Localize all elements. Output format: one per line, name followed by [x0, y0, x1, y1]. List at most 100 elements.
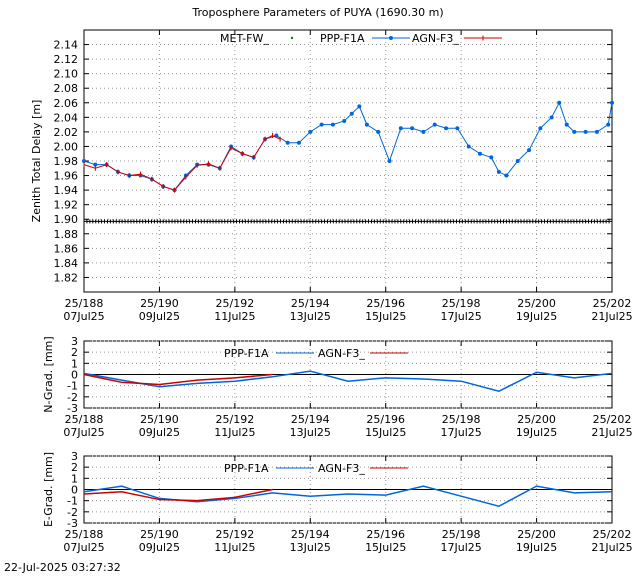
- egrad-xtick-label: 25/202: [593, 528, 632, 541]
- egrad-xtick-label: 25/188: [65, 528, 104, 541]
- ztd-ytick-label: 2.08: [54, 82, 79, 95]
- ztd-ytick-label: 2.00: [54, 140, 79, 153]
- ztd-legend-met-label: MET-FW_: [220, 32, 269, 45]
- ztd-xtick-date: 09Jul25: [139, 310, 180, 323]
- ztd-ppp-point: [489, 155, 494, 160]
- ztd-ytick-label: 2.02: [54, 126, 79, 139]
- ztd-ppp-point: [478, 151, 482, 156]
- ngrad-xtick-date: 07Jul25: [63, 426, 104, 439]
- ztd-xtick-label: 25/190: [140, 297, 179, 310]
- ztd-ppp-point: [572, 129, 577, 134]
- ztd-xtick-label: 25/198: [442, 297, 481, 310]
- ztd-ytick-label: 2.14: [54, 39, 79, 52]
- ztd-xtick-date: 19Jul25: [516, 310, 557, 323]
- ztd-ppp-point: [342, 118, 347, 123]
- egrad-xtick-date: 11Jul25: [214, 541, 255, 554]
- ngrad-xtick-label: 25/188: [65, 413, 104, 426]
- ztd-xtick-date: 13Jul25: [290, 310, 331, 323]
- egrad-xtick-label: 25/198: [442, 528, 481, 541]
- ztd-ppp-point: [527, 148, 532, 153]
- ngrad-xtick-label: 25/200: [517, 413, 556, 426]
- ztd-ppp-point: [455, 126, 460, 131]
- ztd-xtick-label: 25/200: [517, 297, 556, 310]
- ztd-ytick-label: 2.10: [54, 68, 79, 81]
- ztd-ytick-label: 2.04: [54, 111, 79, 124]
- egrad-xtick-label: 25/190: [140, 528, 179, 541]
- ztd-ytick-label: 1.94: [54, 184, 79, 197]
- egrad-legend-ppp-label: PPP-F1A: [224, 462, 269, 475]
- egrad-xtick-label: 25/192: [216, 528, 255, 541]
- ztd-ppp-point: [285, 140, 290, 145]
- ztd-xtick-date: 07Jul25: [63, 310, 104, 323]
- ngrad-ytick-label: 0: [71, 369, 78, 382]
- ztd-legend-ppp-marker: [389, 36, 393, 40]
- ngrad-xtick-date: 19Jul25: [516, 426, 557, 439]
- ztd-ppp-point: [410, 126, 415, 131]
- ngrad-ytick-label: -1: [67, 380, 78, 393]
- ztd-ppp-point: [538, 126, 543, 131]
- egrad-ytick-label: 3: [71, 450, 78, 463]
- egrad-xtick-date: 15Jul25: [365, 541, 406, 554]
- ztd-series-agnf3: [83, 134, 281, 191]
- ztd-ppp-point: [549, 115, 554, 120]
- egrad-ytick-label: 0: [71, 484, 78, 497]
- ztd-ppp-point: [387, 159, 392, 163]
- ztd-ppp-point: [583, 129, 588, 134]
- ngrad-xtick-label: 25/202: [593, 413, 632, 426]
- ztd-ppp-point: [466, 144, 471, 149]
- ngrad-series-agnf3: [83, 373, 273, 386]
- ztd-legend-ppp-label: PPP-F1A: [320, 32, 365, 45]
- ztd-xtick-label: 25/192: [216, 297, 255, 310]
- ztd-xtick-label: 25/196: [366, 297, 405, 310]
- ngrad-xtick-label: 25/198: [442, 413, 481, 426]
- ztd-ytick-label: 2.12: [54, 53, 79, 66]
- ngrad-ytick-label: -2: [67, 391, 78, 404]
- ztd-ppp-point: [357, 104, 362, 109]
- ztd-xtick-date: 11Jul25: [214, 310, 255, 323]
- ztd-xtick-date: 15Jul25: [365, 310, 406, 323]
- ztd-xtick-label: 25/202: [593, 297, 632, 310]
- egrad-xtick-label: 25/196: [366, 528, 405, 541]
- ztd-ytick-label: 1.88: [54, 228, 79, 241]
- ngrad-ytick-label: 2: [71, 346, 78, 359]
- ztd-ytick-label: 1.84: [54, 257, 79, 270]
- egrad-xtick-date: 09Jul25: [139, 541, 180, 554]
- ztd-ppp-point: [594, 129, 599, 134]
- ztd-ppp-point: [444, 126, 449, 131]
- ztd-ppp-point: [364, 122, 369, 127]
- egrad-ytick-label: 2: [71, 461, 78, 474]
- ztd-ppp-point: [606, 122, 611, 127]
- ngrad-ylabel: N-Grad. [mm]: [42, 336, 55, 412]
- egrad-ytick-label: -1: [67, 495, 78, 508]
- ngrad-xtick-date: 17Jul25: [441, 426, 482, 439]
- ztd-ppp-point: [82, 159, 86, 163]
- ztd-ppp-point: [319, 122, 324, 127]
- egrad-xtick-date: 21Jul25: [591, 541, 632, 554]
- ztd-ytick-label: 1.86: [54, 242, 79, 255]
- ngrad-xtick-date: 11Jul25: [214, 426, 255, 439]
- ztd-ppp-point: [610, 100, 614, 105]
- ztd-ppp-point: [564, 122, 569, 127]
- ztd-ytick-label: 2.06: [54, 97, 79, 110]
- ngrad-xtick-date: 15Jul25: [365, 426, 406, 439]
- ztd-ytick-label: 1.82: [54, 271, 79, 284]
- ztd-ytick-label: 1.98: [54, 155, 79, 168]
- egrad-ytick-label: 1: [71, 472, 78, 485]
- ztd-ppp-point: [308, 129, 313, 134]
- ngrad-series-pppf1a: [83, 370, 613, 393]
- ztd-xtick-date: 21Jul25: [591, 310, 632, 323]
- egrad-xtick-label: 25/200: [517, 528, 556, 541]
- ngrad-ytick-label: 1: [71, 357, 78, 370]
- ztd-xtick-date: 17Jul25: [441, 310, 482, 323]
- ztd-ppp-point: [349, 111, 354, 116]
- ngrad-xtick-label: 25/190: [140, 413, 179, 426]
- egrad-legend-agn-label: AGN-F3_: [318, 462, 365, 475]
- ngrad-xtick-date: 21Jul25: [591, 426, 632, 439]
- ngrad-xtick-date: 09Jul25: [139, 426, 180, 439]
- egrad-xtick-date: 13Jul25: [290, 541, 331, 554]
- ngrad-xtick-date: 13Jul25: [290, 426, 331, 439]
- ngrad-ytick-label: -3: [67, 402, 78, 415]
- ngrad-xtick-label: 25/192: [216, 413, 255, 426]
- ztd-ytick-label: 1.96: [54, 170, 79, 183]
